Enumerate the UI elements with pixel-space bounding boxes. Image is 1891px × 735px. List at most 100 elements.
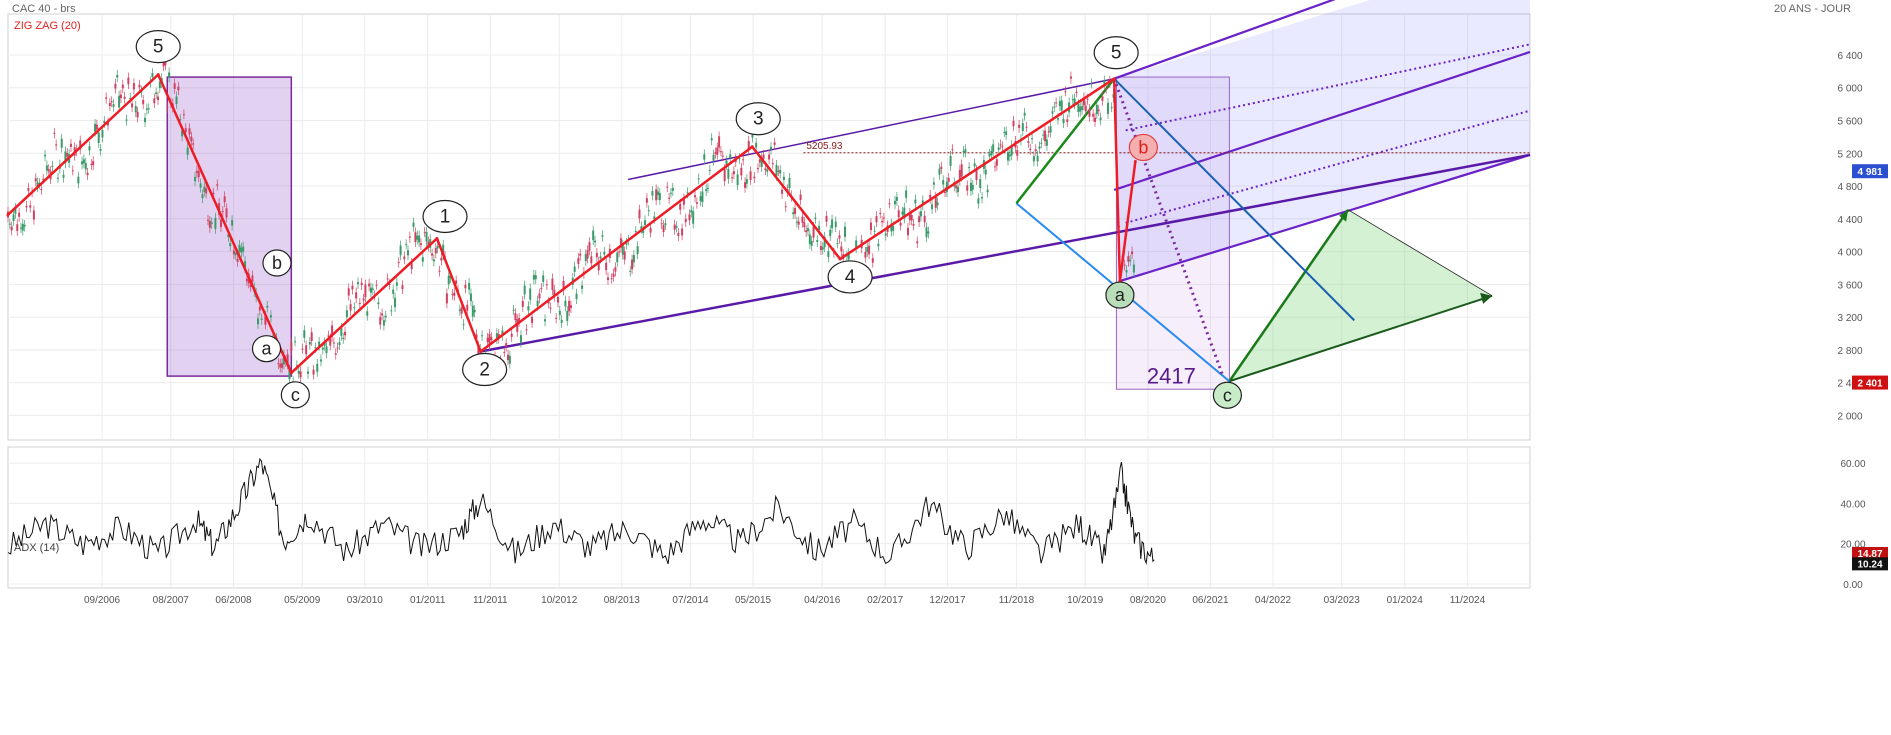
candle-body <box>332 342 335 344</box>
x-tick-label: 03/2010 <box>347 595 384 606</box>
wave-label-text: 3 <box>753 109 764 130</box>
candle-body <box>236 258 239 262</box>
candle-body <box>1031 138 1034 140</box>
candle-body <box>823 236 826 248</box>
candle-body <box>653 216 656 219</box>
x-tick-label: 05/2015 <box>735 595 772 606</box>
candle-body <box>79 140 82 150</box>
candle-body <box>705 189 708 192</box>
candle-body <box>532 274 535 280</box>
candle-body <box>153 98 156 104</box>
candle-body <box>697 178 700 180</box>
candle-body <box>553 289 556 297</box>
candle-body <box>44 154 47 157</box>
x-tick-label: 08/2020 <box>1130 595 1167 606</box>
candle-body <box>544 319 547 322</box>
candle-body <box>1131 251 1134 255</box>
candle-body <box>749 171 752 180</box>
candle-body <box>1125 270 1128 273</box>
candle-body <box>988 153 991 157</box>
candle-body <box>403 256 406 260</box>
wave-label-text: a <box>1115 285 1126 305</box>
candle-body <box>181 130 184 137</box>
candle-body <box>884 233 887 236</box>
x-tick-label: 08/2013 <box>604 595 641 606</box>
candle-body <box>769 146 772 150</box>
candle-body <box>203 186 206 192</box>
candle-body <box>81 161 84 165</box>
candle-body <box>942 180 945 185</box>
candle-body <box>1090 83 1093 85</box>
candle-body <box>1092 113 1095 117</box>
candle-body <box>244 261 247 269</box>
candle-body <box>1003 131 1006 133</box>
candle-body <box>927 231 930 234</box>
candle-body <box>366 311 369 316</box>
candle-body <box>660 223 663 225</box>
candle-body <box>103 120 106 124</box>
candle-body <box>638 209 641 219</box>
candle-body <box>636 246 639 255</box>
candle-body <box>238 244 241 252</box>
candle-body <box>540 287 543 289</box>
candle-body <box>888 203 891 205</box>
candle-body <box>990 150 993 155</box>
candle-body <box>945 181 948 193</box>
candle-body <box>256 318 259 325</box>
candle-body <box>182 114 185 116</box>
candle-body <box>155 92 158 95</box>
candle-body <box>219 219 222 227</box>
candle-body <box>418 235 421 243</box>
candle-body <box>29 205 32 208</box>
candle-body <box>1016 150 1019 156</box>
candle-body <box>421 257 424 262</box>
candle-body <box>216 184 219 186</box>
candle-body <box>1097 109 1100 112</box>
candle-body <box>1005 131 1008 135</box>
candle-body <box>468 283 471 290</box>
candle-body <box>119 94 122 99</box>
candle-body <box>51 165 54 167</box>
candle-body <box>879 212 882 214</box>
candle-body <box>1027 141 1030 143</box>
candle-body <box>692 211 695 224</box>
x-tick-label: 02/2017 <box>867 595 904 606</box>
candle-body <box>303 330 306 338</box>
candle-body <box>108 102 111 106</box>
candle-body <box>818 225 821 231</box>
candle-body <box>549 307 552 309</box>
candle-body <box>764 168 767 171</box>
candle-body <box>106 122 109 126</box>
candle-body <box>60 138 63 148</box>
candle-body <box>199 183 202 188</box>
candle-body <box>71 170 74 172</box>
candle-body <box>142 99 145 105</box>
candle-body <box>836 243 839 245</box>
wave-label-text: 5 <box>153 37 164 58</box>
y-tick-label: 4 000 <box>1837 248 1862 259</box>
candle-body <box>388 284 391 286</box>
candle-body <box>323 342 326 346</box>
candle-body <box>125 119 128 121</box>
candle-body <box>677 232 680 237</box>
candle-body <box>86 172 89 175</box>
adx-badge-1-text: 14.87 <box>1857 549 1882 560</box>
candle-body <box>131 103 134 108</box>
candle-body <box>419 243 422 246</box>
candle-body <box>14 208 17 214</box>
adx-y-tick-label: 0.00 <box>1843 580 1863 591</box>
candle-body <box>408 236 411 238</box>
target-label: 2417 <box>1147 363 1196 388</box>
wave-label-text: 2 <box>479 360 490 381</box>
candle-body <box>803 222 806 228</box>
candle-body <box>738 158 741 160</box>
candle-body <box>782 176 785 180</box>
candle-body <box>1071 99 1074 101</box>
candle-body <box>1132 264 1135 273</box>
candle-body <box>158 81 161 89</box>
wave-label-text: c <box>291 385 300 405</box>
candle-body <box>949 155 952 166</box>
candle-body <box>758 159 761 163</box>
y-tick-label: 2 800 <box>1837 346 1862 357</box>
candle-body <box>473 309 476 313</box>
